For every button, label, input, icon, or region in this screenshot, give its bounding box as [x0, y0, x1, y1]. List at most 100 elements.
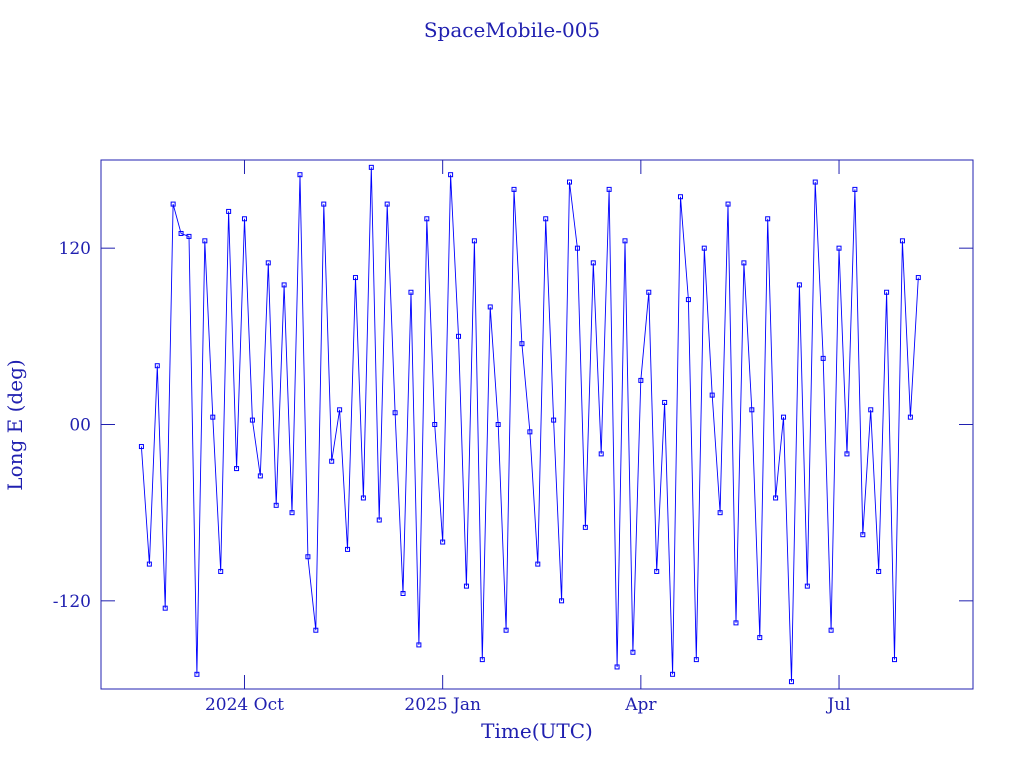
data-point [519, 341, 525, 347]
data-point [828, 627, 834, 633]
data-point [210, 414, 216, 420]
data-point [257, 473, 263, 479]
data-point [606, 186, 612, 192]
data-point [781, 414, 787, 420]
data-point [677, 194, 683, 200]
data-point [448, 172, 454, 178]
y-tick-label: 120 [59, 239, 91, 259]
data-point [741, 260, 747, 266]
data-line [140, 167, 919, 682]
data-point [226, 208, 232, 214]
data-point [337, 407, 343, 413]
data-point [281, 282, 287, 288]
data-point [503, 627, 509, 633]
data-point [424, 216, 430, 222]
data-point [796, 282, 802, 288]
data-point [146, 561, 152, 567]
data-point [868, 407, 874, 413]
data-point [392, 410, 398, 416]
data-point [733, 620, 739, 626]
data-point [249, 417, 255, 423]
data-point [463, 583, 469, 589]
plot-frame [100, 159, 974, 690]
data-point [543, 216, 549, 222]
data-point [567, 179, 573, 185]
data-point [559, 598, 565, 604]
x-tick-label: 2025 Jan [404, 695, 481, 715]
data-point [590, 260, 596, 266]
data-point [757, 635, 763, 641]
data-point [836, 245, 842, 251]
y-tick-label: -120 [53, 592, 91, 612]
x-tick-label: 2024 Oct [205, 695, 284, 715]
data-point [852, 186, 858, 192]
data-point [535, 561, 541, 567]
data-point [622, 238, 628, 244]
data-point [749, 407, 755, 413]
data-point [400, 590, 406, 596]
data-point [654, 568, 660, 574]
data-point [218, 568, 224, 574]
data-point [646, 289, 652, 295]
data-point [527, 429, 533, 435]
data-point [685, 297, 691, 303]
data-point [265, 260, 271, 266]
data-point [511, 186, 517, 192]
data-point [479, 657, 485, 663]
data-point [899, 238, 905, 244]
data-point [360, 495, 366, 501]
data-point [368, 164, 374, 170]
data-point [773, 495, 779, 501]
data-point [234, 466, 240, 472]
data-point [186, 233, 192, 239]
data-point [915, 275, 921, 281]
data-point [289, 510, 295, 516]
data-point [844, 451, 850, 457]
data-point [614, 664, 620, 670]
data-point [812, 179, 818, 185]
data-point [202, 238, 208, 244]
data-point [630, 649, 636, 655]
x-axis-label: Time(UTC) [481, 719, 593, 743]
data-point [384, 201, 390, 207]
data-point [376, 517, 382, 523]
data-point [662, 399, 668, 405]
data-point [194, 671, 200, 677]
data-point [582, 524, 588, 530]
data-point [440, 539, 446, 545]
data-point [670, 671, 676, 677]
data-point [495, 422, 501, 427]
data-point [138, 444, 144, 450]
data-point [574, 245, 580, 251]
data-point [329, 458, 335, 464]
y-axis-label: Long E (deg) [3, 359, 27, 490]
chart-title: SpaceMobile-005 [424, 18, 600, 42]
data-point [313, 627, 319, 633]
data-point [162, 605, 168, 611]
data-point [709, 392, 715, 398]
data-point [297, 172, 303, 178]
data-point [170, 201, 176, 207]
data-point [788, 679, 794, 685]
x-tick-label: Apr [624, 695, 657, 715]
data-point [241, 216, 247, 222]
data-point [471, 238, 477, 244]
data-point [907, 414, 913, 420]
data-point [273, 502, 279, 508]
y-tick-label: 00 [69, 416, 91, 436]
data-point [352, 275, 358, 281]
data-point [551, 417, 557, 423]
data-point [456, 333, 462, 339]
data-point [598, 451, 604, 457]
data-point [345, 546, 351, 552]
data-point [178, 230, 184, 236]
data-point [154, 363, 160, 369]
data-point [860, 532, 866, 538]
data-point [701, 245, 707, 251]
data-point [820, 355, 826, 361]
data-point [884, 289, 890, 295]
data-point [408, 289, 414, 295]
data-point [432, 422, 438, 427]
data-point [725, 201, 731, 207]
